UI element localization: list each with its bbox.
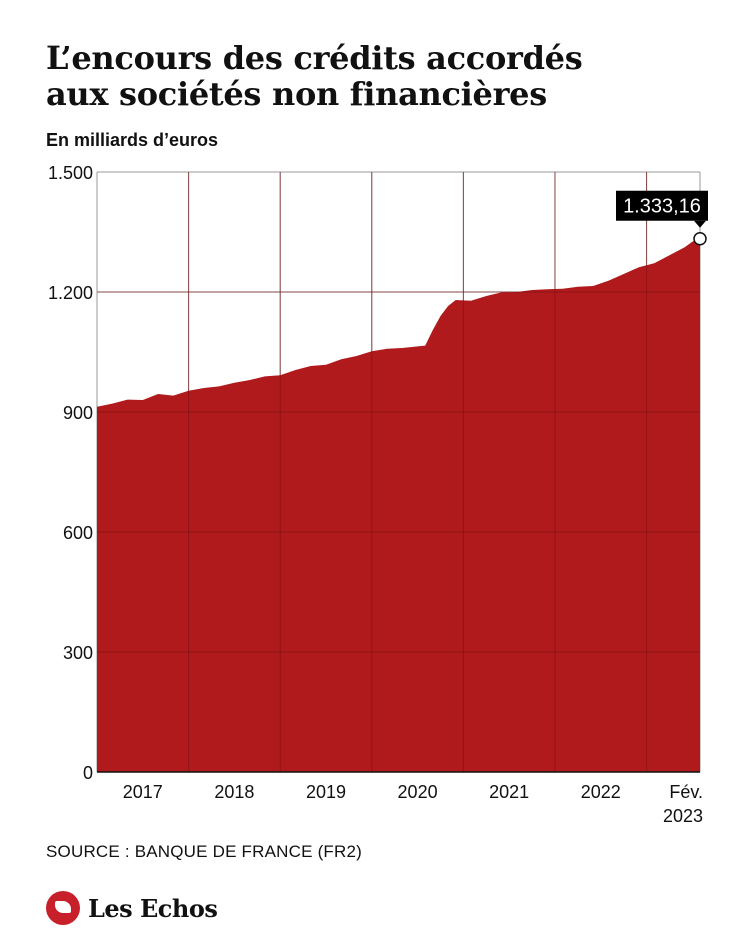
axis-layer: 0 300 600 900 1.200 1.500 2017 2018 2019 2020 2021… — [48, 163, 703, 826]
value-callout-pointer — [694, 220, 706, 228]
area-layer — [97, 172, 700, 772]
title-line-2: aux sociétés non financières — [46, 75, 547, 113]
x-tick-label: 2022 — [581, 782, 621, 802]
x-tick-label: 2019 — [306, 782, 346, 802]
title-line-1: L’encours des crédits accordés — [46, 39, 583, 77]
value-callout-box — [616, 190, 708, 221]
annotation-layer: 1.333,16 — [616, 190, 708, 246]
series-area — [97, 238, 700, 772]
y-tick-label: 1.500 — [48, 163, 93, 183]
x-tick-label: 2020 — [398, 782, 438, 802]
area-chart: 0 300 600 900 1.200 1.500 2017 2018 2019 2020 2021… — [48, 163, 708, 826]
x-tick-label: 2017 — [123, 782, 163, 802]
value-callout-label: 1.333,16 — [623, 196, 701, 218]
x-tick-label-year: 2023 — [663, 806, 703, 826]
y-tick-label: 600 — [63, 523, 93, 543]
brand-name: Les Echos — [88, 893, 218, 923]
y-tick-label: 1.200 — [48, 283, 93, 303]
brand-logo: Les Echos — [46, 890, 218, 926]
les-echos-logo-icon — [46, 891, 80, 925]
y-tick-label: 300 — [63, 643, 93, 663]
last-value-marker — [693, 231, 707, 246]
x-tick-label: Fév. — [669, 782, 703, 802]
y-tick-label: 900 — [63, 403, 93, 423]
x-tick-label: 2021 — [489, 782, 529, 802]
x-tick-label: 2018 — [214, 782, 254, 802]
source-note: SOURCE : BANQUE DE FRANCE (FR2) — [46, 842, 363, 861]
y-tick-label: 0 — [83, 763, 93, 783]
chart-title: L’encours des crédits accordés aux socié… — [46, 40, 706, 112]
unit-subtitle: En milliards d’euros — [46, 130, 219, 150]
